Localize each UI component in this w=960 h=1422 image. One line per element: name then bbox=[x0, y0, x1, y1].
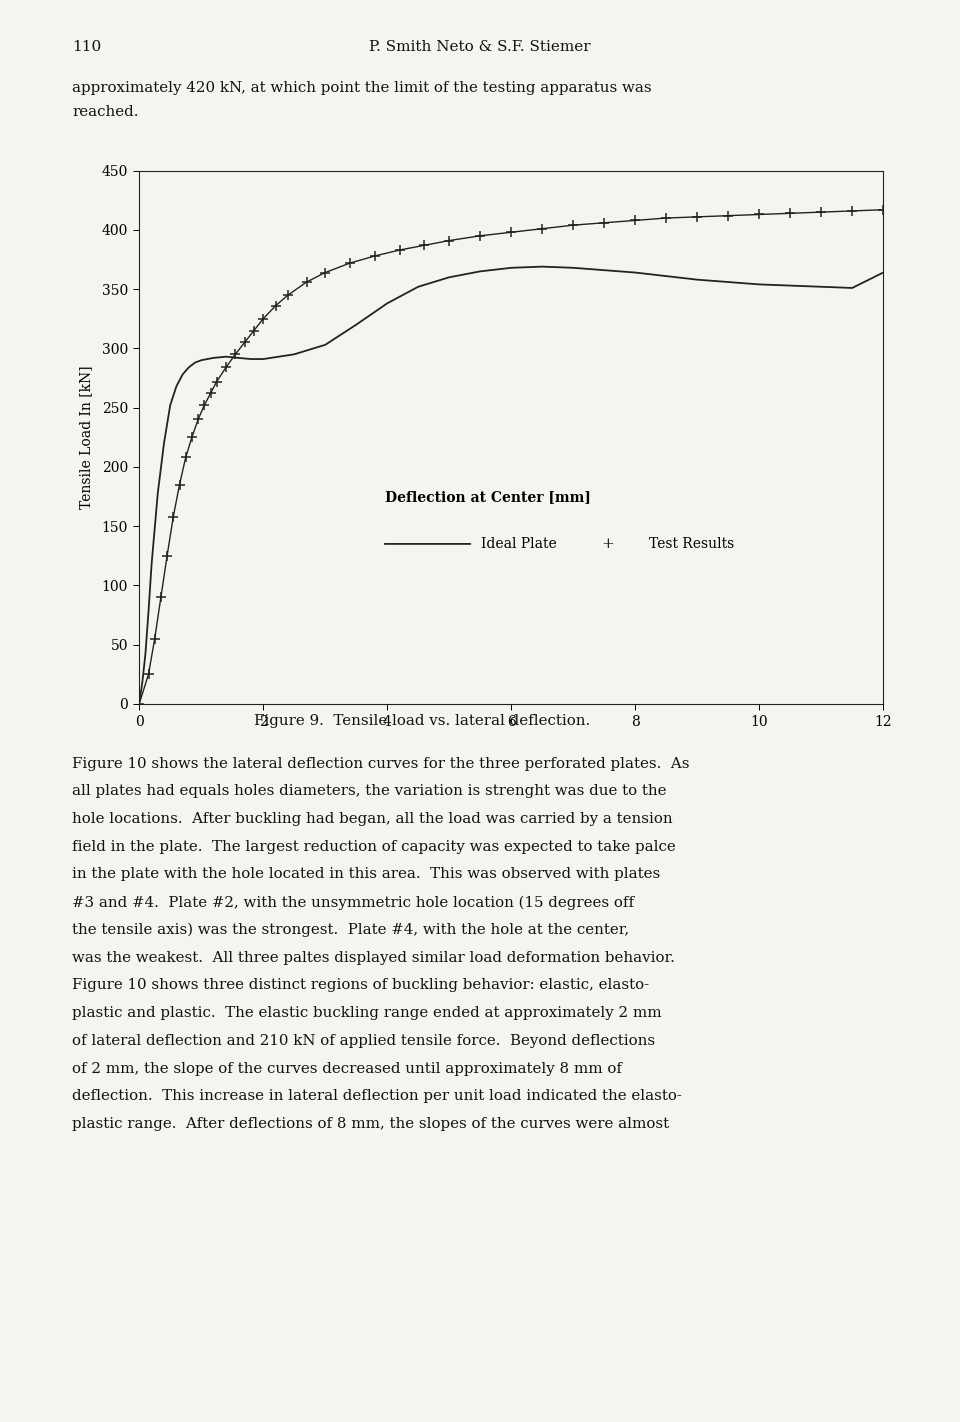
Text: in the plate with the hole located in this area.  This was observed with plates: in the plate with the hole located in th… bbox=[72, 867, 660, 882]
Text: Test Results: Test Results bbox=[649, 538, 734, 550]
Text: of 2 mm, the slope of the curves decreased until approximately 8 mm of: of 2 mm, the slope of the curves decreas… bbox=[72, 1061, 622, 1075]
Text: of lateral deflection and 210 kN of applied tensile force.  Beyond deflections: of lateral deflection and 210 kN of appl… bbox=[72, 1034, 655, 1048]
Y-axis label: Tensile Load In [kN]: Tensile Load In [kN] bbox=[80, 365, 93, 509]
Text: the tensile axis) was the strongest.  Plate #4, with the hole at the center,: the tensile axis) was the strongest. Pla… bbox=[72, 923, 629, 937]
Text: deflection.  This increase in lateral deflection per unit load indicated the ela: deflection. This increase in lateral def… bbox=[72, 1089, 682, 1103]
Text: all plates had equals holes diameters, the variation is strenght was due to the: all plates had equals holes diameters, t… bbox=[72, 784, 666, 798]
Text: Figure 10 shows three distinct regions of buckling behavior: elastic, elasto-: Figure 10 shows three distinct regions o… bbox=[72, 978, 649, 993]
Text: 110: 110 bbox=[72, 40, 101, 54]
Text: +: + bbox=[602, 538, 614, 550]
Text: hole locations.  After buckling had began, all the load was carried by a tension: hole locations. After buckling had began… bbox=[72, 812, 673, 826]
Text: reached.: reached. bbox=[72, 105, 138, 119]
Text: Ideal Plate: Ideal Plate bbox=[481, 538, 557, 550]
Text: plastic and plastic.  The elastic buckling range ended at approximately 2 mm: plastic and plastic. The elastic bucklin… bbox=[72, 1007, 661, 1020]
Text: Figure 10 shows the lateral deflection curves for the three perforated plates.  : Figure 10 shows the lateral deflection c… bbox=[72, 757, 689, 771]
Text: #3 and #4.  Plate #2, with the unsymmetric hole location (15 degrees off: #3 and #4. Plate #2, with the unsymmetri… bbox=[72, 896, 635, 910]
Text: was the weakest.  All three paltes displayed similar load deformation behavior.: was the weakest. All three paltes displa… bbox=[72, 950, 675, 964]
Text: Figure 9.  Tensile load vs. lateral deflection.: Figure 9. Tensile load vs. lateral defle… bbox=[254, 714, 590, 728]
Text: approximately 420 kN, at which point the limit of the testing apparatus was: approximately 420 kN, at which point the… bbox=[72, 81, 652, 95]
Text: plastic range.  After deflections of 8 mm, the slopes of the curves were almost: plastic range. After deflections of 8 mm… bbox=[72, 1118, 669, 1130]
Text: Deflection at Center [mm]: Deflection at Center [mm] bbox=[385, 491, 590, 505]
Text: field in the plate.  The largest reduction of capacity was expected to take palc: field in the plate. The largest reductio… bbox=[72, 839, 676, 853]
Text: P. Smith Neto & S.F. Stiemer: P. Smith Neto & S.F. Stiemer bbox=[370, 40, 590, 54]
